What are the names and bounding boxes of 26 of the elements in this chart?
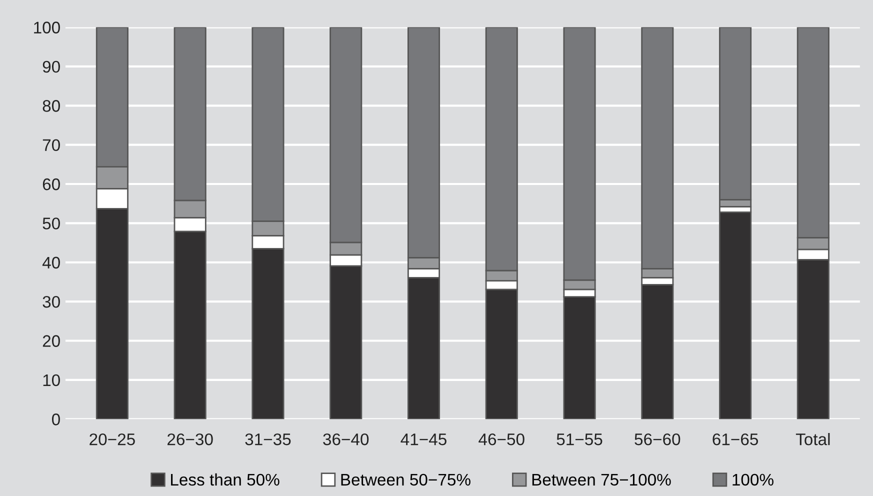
y-tick-label: 10 xyxy=(43,374,60,386)
y-tick-label: 80 xyxy=(42,100,60,112)
y-tick-label: 20 xyxy=(42,335,60,347)
legend-label: 100% xyxy=(732,474,774,486)
x-tick-label: 56−60 xyxy=(634,433,680,446)
y-tick-label: 100 xyxy=(34,22,60,34)
x-tick-label: 61−65 xyxy=(712,433,758,446)
x-tick-label: 51−55 xyxy=(556,434,602,446)
y-tick-label: 60 xyxy=(42,178,60,190)
y-tick-label: 30 xyxy=(42,296,60,308)
y-tick-label: 90 xyxy=(42,60,60,73)
legend-label: Between 50−75% xyxy=(341,474,470,486)
x-tick-label: 20−25 xyxy=(90,433,135,446)
x-tick-label: 36−40 xyxy=(323,433,369,446)
bar xyxy=(719,212,752,420)
legend-label: Between 75−100% xyxy=(532,474,671,486)
x-tick-label: 31−35 xyxy=(245,433,291,446)
x-tick-label: 46−50 xyxy=(478,433,524,446)
x-tick-label: 41−45 xyxy=(400,434,446,446)
legend-label: Less than 50% xyxy=(171,473,280,486)
y-tick-label: 40 xyxy=(42,256,60,269)
x-tick-label: Total xyxy=(796,433,830,446)
y-tick-label: 50 xyxy=(42,218,60,230)
y-tick-label: 0 xyxy=(52,414,60,426)
y-tick-label: 70 xyxy=(42,139,60,152)
x-tick-label: 26−30 xyxy=(168,433,213,446)
